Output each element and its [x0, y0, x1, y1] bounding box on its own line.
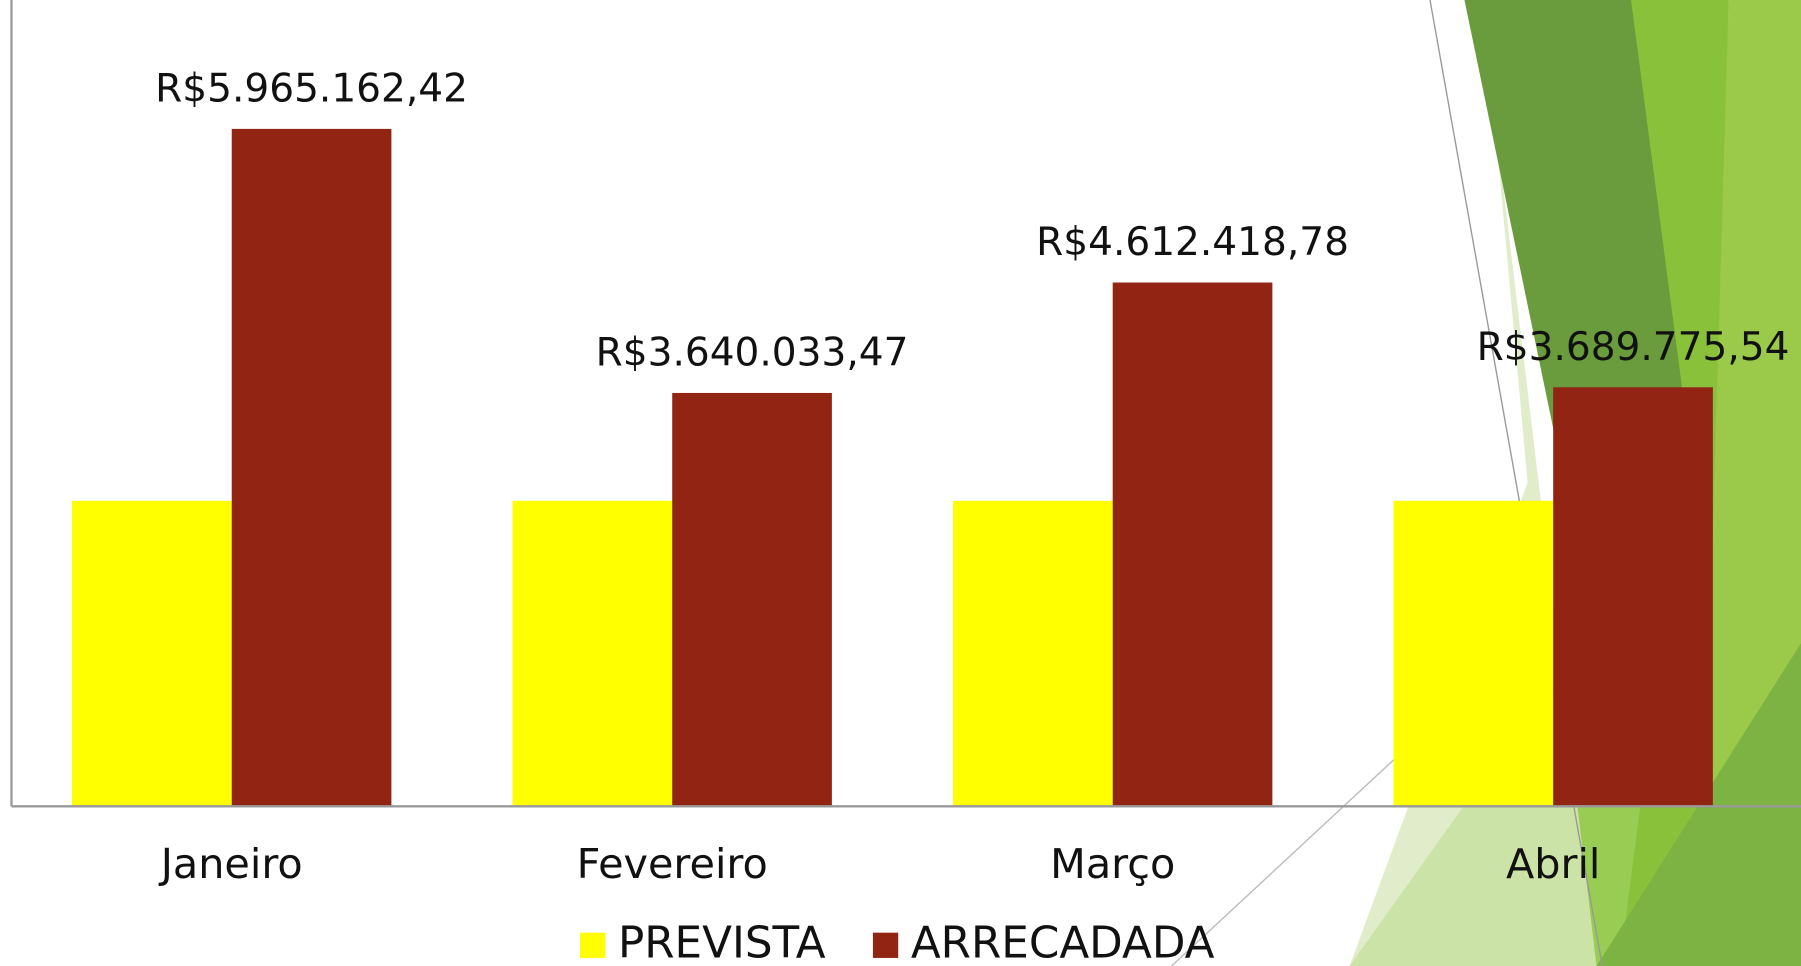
legend-label: ARRECADADA	[911, 917, 1215, 966]
bar	[1553, 387, 1713, 807]
x-tick-label: Março	[1050, 840, 1175, 888]
x-tick-label: Fevereiro	[577, 840, 768, 888]
data-label: R$3.689.775,54	[1477, 325, 1790, 370]
x-tick-label: Abril	[1506, 840, 1600, 888]
legend-label: PREVISTA	[618, 917, 826, 966]
bar	[231, 128, 392, 807]
legend-swatch	[580, 932, 606, 958]
data-label: R$4.612.418,78	[1036, 220, 1349, 265]
bar	[72, 500, 232, 807]
legend: PREVISTA ARRECADADA	[580, 917, 1215, 966]
x-tick-label: Janeiro	[158, 840, 303, 888]
bar	[1112, 282, 1273, 807]
data-label: R$3.640.033,47	[596, 331, 909, 376]
bar	[953, 500, 1113, 807]
bar	[672, 392, 832, 807]
plot-area: Janeiro R$5.965.162,42 Fevereiro R$3.640.03…	[72, 66, 1789, 888]
legend-swatch	[872, 932, 899, 958]
bar	[512, 500, 673, 807]
data-label: R$5.965.162,42	[155, 66, 468, 111]
bar	[1393, 500, 1554, 807]
